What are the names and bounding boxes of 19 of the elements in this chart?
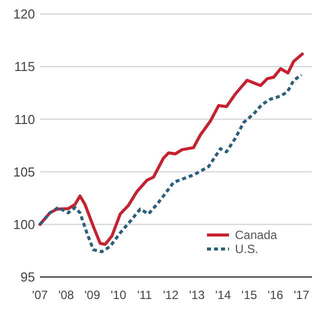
- x-tick-label: '16: [268, 288, 284, 302]
- x-tick-label: '15: [241, 288, 258, 302]
- x-tick-label: '07: [32, 288, 48, 302]
- y-tick-label: 95: [20, 270, 35, 285]
- x-tick-label: '14: [215, 288, 232, 302]
- x-tick-label: '12: [162, 288, 179, 302]
- y-tick-label: 100: [13, 216, 35, 232]
- y-tick-label: 120: [13, 6, 35, 22]
- x-tick-label: '10: [110, 288, 127, 302]
- x-tick-label: '11: [137, 288, 152, 302]
- legend-label: U.S.: [235, 242, 258, 256]
- x-tick-label: '13: [189, 288, 206, 302]
- x-tick-label: '09: [84, 288, 100, 302]
- y-tick-label: 110: [14, 112, 35, 127]
- y-tick-label: 105: [13, 164, 35, 180]
- y-tick-label: 115: [14, 59, 35, 74]
- legend-label: Canada: [235, 228, 278, 242]
- x-tick-label: '08: [58, 288, 74, 302]
- x-tick-label: '17: [294, 288, 310, 302]
